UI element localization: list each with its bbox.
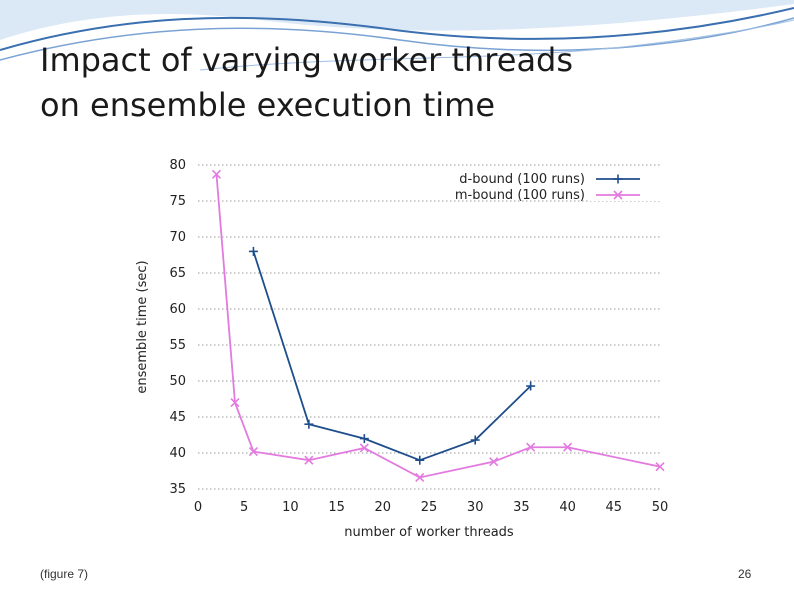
series-m-bound (211, 169, 665, 483)
x-tick-label: 50 (652, 500, 669, 515)
y-tick-labels: 35 40 45 50 55 60 65 70 75 80 (169, 158, 186, 497)
y-tick-label: 40 (169, 446, 186, 461)
x-tick-label: 45 (606, 500, 623, 515)
y-tick-label: 80 (169, 158, 186, 173)
data-point-x (304, 455, 314, 465)
x-tick-label: 5 (240, 500, 248, 515)
y-tick-label: 35 (169, 482, 186, 497)
data-point-x (248, 446, 259, 457)
series-line (252, 251, 532, 462)
y-tick-label: 65 (169, 266, 186, 281)
chart-container: 35 40 45 50 55 60 65 70 75 80 0 5 10 15 20 25 30 35 40 45 5… (110, 143, 685, 543)
data-point-plus (415, 455, 425, 465)
chart-grid (198, 164, 660, 490)
data-point-plus (359, 434, 369, 444)
x-tick-label: 0 (194, 500, 202, 515)
data-point-plus (526, 381, 536, 391)
header-wave-decoration (0, 0, 794, 71)
x-tick-label: 15 (328, 500, 345, 515)
legend-item: d-bound (100 runs) (459, 172, 660, 187)
y-tick-label: 60 (169, 302, 186, 317)
data-point-plus (613, 174, 623, 184)
x-tick-label: 20 (375, 500, 392, 515)
slide-title-line-1: Impact of varying worker threads (40, 41, 574, 79)
y-axis-label: ensemble time (sec) (135, 260, 150, 393)
series-d-bound (248, 246, 536, 465)
chart-series (211, 169, 665, 483)
data-point-x (489, 457, 499, 467)
data-point-x (359, 443, 369, 453)
data-point-x (526, 442, 536, 452)
y-tick-label: 70 (169, 230, 186, 245)
x-tick-labels: 0 5 10 15 20 25 30 35 40 45 50 (194, 500, 668, 515)
chart-legend: d-bound (100 runs)m-bound (100 runs) (455, 172, 660, 203)
data-point-plus (304, 419, 314, 429)
data-point-x (613, 190, 623, 200)
y-tick-label: 75 (169, 194, 186, 209)
y-tick-label: 45 (169, 410, 186, 425)
chart-background (110, 143, 685, 543)
x-tick-label: 35 (513, 500, 530, 515)
data-point-x (230, 398, 240, 408)
data-point-x (655, 462, 665, 472)
data-point-x (211, 169, 222, 179)
data-point-x (415, 472, 425, 483)
page-number: 26 (738, 567, 752, 581)
line-chart: 35 40 45 50 55 60 65 70 75 80 0 5 10 15 20 25 30 35 40 45 5… (110, 143, 685, 543)
slide-title: Impact of varying worker threads on ense… (40, 38, 760, 128)
legend-label: d-bound (100 runs) (459, 172, 585, 187)
x-tick-label: 25 (421, 500, 438, 515)
legend-item: m-bound (100 runs) (455, 188, 660, 203)
series-line (215, 174, 661, 479)
x-tick-label: 30 (467, 500, 484, 515)
data-point-plus (248, 246, 258, 256)
y-tick-label: 50 (169, 374, 186, 389)
x-axis-label: number of worker threads (344, 525, 514, 540)
x-tick-label: 10 (282, 500, 299, 515)
slide-title-line-2: on ensemble execution time (40, 86, 495, 124)
data-point-x (563, 442, 573, 452)
data-point-plus (470, 435, 480, 445)
legend-label: m-bound (100 runs) (455, 188, 585, 203)
y-tick-label: 55 (169, 338, 186, 353)
x-tick-label: 40 (559, 500, 576, 515)
figure-caption: (figure 7) (40, 567, 89, 581)
